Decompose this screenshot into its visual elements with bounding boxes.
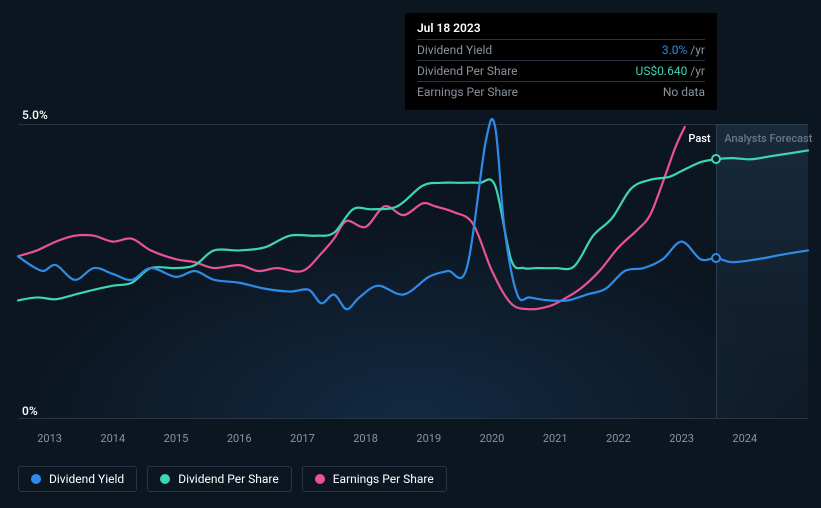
tooltip-row: Dividend Yield 3.0% /yr bbox=[417, 39, 705, 60]
legend-label: Earnings Per Share bbox=[333, 472, 434, 486]
legend-earnings-per-share[interactable]: Earnings Per Share bbox=[302, 466, 447, 492]
x-tick: 2018 bbox=[353, 432, 378, 445]
x-tick: 2021 bbox=[543, 432, 568, 445]
tooltip-row: Earnings Per Share No data bbox=[417, 81, 705, 102]
tooltip-label: Dividend Per Share bbox=[417, 64, 518, 78]
tooltip-row: Dividend Per Share US$0.640 /yr bbox=[417, 60, 705, 81]
x-tick: 2023 bbox=[669, 432, 694, 445]
legend-label: Dividend Yield bbox=[49, 472, 124, 486]
chart-tooltip: Jul 18 2023Dividend Yield3.0% /yrDividen… bbox=[405, 13, 717, 110]
tooltip-value-wrap: No data bbox=[663, 85, 705, 99]
tooltip-value-wrap: US$0.640 /yr bbox=[636, 64, 705, 78]
marker-dividend-yield bbox=[711, 253, 721, 263]
series-earnings-per-share bbox=[18, 127, 685, 309]
tooltip-suffix: /yr bbox=[687, 64, 705, 78]
x-tick: 2022 bbox=[606, 432, 631, 445]
legend-dividend-yield[interactable]: Dividend Yield bbox=[18, 466, 137, 492]
tooltip-value-wrap: 3.0% /yr bbox=[662, 43, 705, 57]
tooltip-label: Dividend Yield bbox=[417, 43, 492, 57]
legend: Dividend Yield Dividend Per Share Earnings… bbox=[18, 466, 447, 492]
legend-dot bbox=[160, 474, 170, 484]
x-tick: 2013 bbox=[37, 432, 62, 445]
tooltip-value: 3.0% bbox=[662, 43, 687, 57]
tooltip-value: No data bbox=[663, 85, 705, 99]
x-tick: 2024 bbox=[732, 432, 757, 445]
tooltip-label: Earnings Per Share bbox=[417, 85, 518, 99]
x-tick: 2017 bbox=[290, 432, 315, 445]
legend-dot bbox=[315, 474, 325, 484]
legend-label: Dividend Per Share bbox=[178, 472, 279, 486]
tooltip-value: US$0.640 bbox=[636, 64, 688, 78]
x-tick: 2014 bbox=[100, 432, 125, 445]
legend-dividend-per-share[interactable]: Dividend Per Share bbox=[147, 466, 292, 492]
marker-dividend-per-share bbox=[711, 154, 721, 164]
tooltip-date: Jul 18 2023 bbox=[417, 21, 705, 39]
x-tick: 2019 bbox=[416, 432, 441, 445]
tooltip-suffix: /yr bbox=[687, 43, 705, 57]
x-tick: 2020 bbox=[480, 432, 505, 445]
x-tick: 2015 bbox=[164, 432, 189, 445]
legend-dot bbox=[31, 474, 41, 484]
x-tick: 2016 bbox=[227, 432, 252, 445]
